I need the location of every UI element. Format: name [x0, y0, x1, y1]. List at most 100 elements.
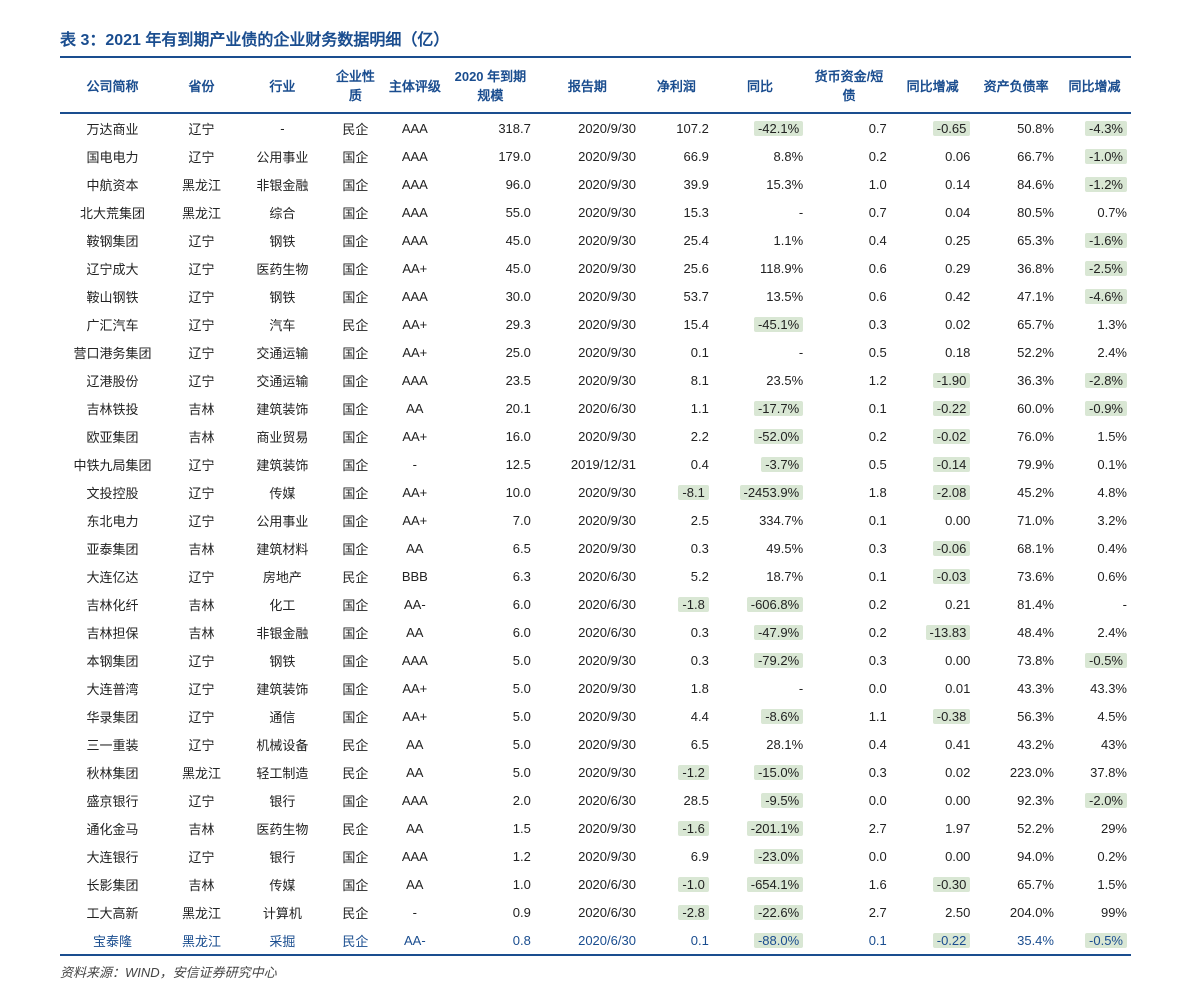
cell-yoy2: -0.06 — [891, 534, 975, 562]
table-row: 吉林化纤吉林化工国企AA-6.02020/6/30-1.8-606.8%0.20… — [60, 590, 1131, 618]
cell-nature: 国企 — [327, 366, 384, 394]
cell-prov: 辽宁 — [165, 562, 238, 590]
cell-scale: 1.0 — [446, 870, 535, 898]
cell-report: 2020/9/30 — [535, 674, 640, 702]
cell-ratio: 0.7 — [807, 113, 891, 142]
cell-company: 通化金马 — [60, 814, 165, 842]
cell-debt: 60.0% — [974, 394, 1058, 422]
cell-yoy2: 0.14 — [891, 170, 975, 198]
cell-yoy1: 334.7% — [713, 506, 807, 534]
cell-yoy1: -79.2% — [713, 646, 807, 674]
table-row: 大连亿达辽宁房地产民企BBB6.32020/6/305.218.7%0.1-0.… — [60, 562, 1131, 590]
cell-prov: 辽宁 — [165, 506, 238, 534]
cell-prov: 辽宁 — [165, 730, 238, 758]
col-debt-ratio: 资产负债率 — [974, 57, 1058, 113]
cell-ratio: 0.6 — [807, 282, 891, 310]
cell-nature: 民企 — [327, 310, 384, 338]
cell-yoy3: -0.9% — [1058, 394, 1131, 422]
cell-scale: 1.2 — [446, 842, 535, 870]
cell-rating: AA+ — [384, 478, 446, 506]
cell-report: 2020/6/30 — [535, 870, 640, 898]
cell-ratio: 1.2 — [807, 366, 891, 394]
cell-yoy1: -45.1% — [713, 310, 807, 338]
cell-ind: 房地产 — [238, 562, 327, 590]
cell-debt: 92.3% — [974, 786, 1058, 814]
cell-nature: 国企 — [327, 702, 384, 730]
cell-report: 2020/6/30 — [535, 926, 640, 955]
cell-yoy2: 0.41 — [891, 730, 975, 758]
cell-yoy1: - — [713, 674, 807, 702]
cell-company: 鞍山钢铁 — [60, 282, 165, 310]
col-nature: 企业性质 — [327, 57, 384, 113]
cell-profit: 2.2 — [640, 422, 713, 450]
table-row: 欧亚集团吉林商业贸易国企AA+16.02020/9/302.2-52.0%0.2… — [60, 422, 1131, 450]
cell-yoy2: 0.42 — [891, 282, 975, 310]
cell-report: 2020/9/30 — [535, 254, 640, 282]
cell-yoy3: -2.0% — [1058, 786, 1131, 814]
table-title: 表 3：2021 年有到期产业债的企业财务数据明细（亿） — [20, 20, 1171, 56]
cell-yoy1: - — [713, 338, 807, 366]
cell-ind: 计算机 — [238, 898, 327, 926]
cell-ratio: 2.7 — [807, 898, 891, 926]
cell-prov: 黑龙江 — [165, 170, 238, 198]
cell-yoy1: 15.3% — [713, 170, 807, 198]
cell-nature: 国企 — [327, 842, 384, 870]
cell-yoy2: 0.00 — [891, 646, 975, 674]
table-row: 华录集团辽宁通信国企AA+5.02020/9/304.4-8.6%1.1-0.3… — [60, 702, 1131, 730]
cell-company: 大连银行 — [60, 842, 165, 870]
cell-rating: AA — [384, 618, 446, 646]
cell-scale: 23.5 — [446, 366, 535, 394]
cell-ratio: 0.1 — [807, 562, 891, 590]
cell-prov: 辽宁 — [165, 842, 238, 870]
cell-report: 2020/9/30 — [535, 646, 640, 674]
col-yoy-profit: 同比 — [713, 57, 807, 113]
table-row: 北大荒集团黑龙江综合国企AAA55.02020/9/3015.3-0.70.04… — [60, 198, 1131, 226]
cell-yoy1: 23.5% — [713, 366, 807, 394]
col-net-profit: 净利润 — [640, 57, 713, 113]
cell-scale: 0.9 — [446, 898, 535, 926]
cell-company: 吉林化纤 — [60, 590, 165, 618]
cell-yoy1: -23.0% — [713, 842, 807, 870]
cell-debt: 80.5% — [974, 198, 1058, 226]
cell-company: 吉林铁投 — [60, 394, 165, 422]
cell-debt: 36.3% — [974, 366, 1058, 394]
cell-ratio: 0.1 — [807, 394, 891, 422]
cell-prov: 辽宁 — [165, 702, 238, 730]
cell-scale: 45.0 — [446, 226, 535, 254]
cell-ratio: 0.2 — [807, 422, 891, 450]
cell-ratio: 0.2 — [807, 142, 891, 170]
cell-yoy1: -17.7% — [713, 394, 807, 422]
cell-yoy3: -1.2% — [1058, 170, 1131, 198]
cell-yoy3: 4.5% — [1058, 702, 1131, 730]
cell-ind: 银行 — [238, 842, 327, 870]
cell-profit: 1.1 — [640, 394, 713, 422]
cell-ratio: 0.3 — [807, 758, 891, 786]
financial-data-table: 公司简称 省份 行业 企业性质 主体评级 2020 年到期规模 报告期 净利润 … — [60, 56, 1131, 956]
cell-profit: 0.4 — [640, 450, 713, 478]
cell-ratio: 0.3 — [807, 534, 891, 562]
cell-ratio: 1.6 — [807, 870, 891, 898]
cell-prov: 辽宁 — [165, 786, 238, 814]
col-yoy-ratio: 同比增减 — [891, 57, 975, 113]
cell-ratio: 0.1 — [807, 506, 891, 534]
cell-yoy1: -2453.9% — [713, 478, 807, 506]
cell-nature: 国企 — [327, 338, 384, 366]
cell-company: 辽港股份 — [60, 366, 165, 394]
cell-debt: 76.0% — [974, 422, 1058, 450]
cell-debt: 52.2% — [974, 338, 1058, 366]
cell-debt: 65.3% — [974, 226, 1058, 254]
cell-nature: 国企 — [327, 870, 384, 898]
cell-prov: 黑龙江 — [165, 926, 238, 955]
cell-debt: 50.8% — [974, 113, 1058, 142]
cell-company: 亚泰集团 — [60, 534, 165, 562]
cell-yoy2: -0.22 — [891, 394, 975, 422]
cell-profit: 28.5 — [640, 786, 713, 814]
cell-rating: AA+ — [384, 674, 446, 702]
cell-yoy2: 0.01 — [891, 674, 975, 702]
cell-nature: 国企 — [327, 142, 384, 170]
cell-company: 本钢集团 — [60, 646, 165, 674]
cell-company: 三一重装 — [60, 730, 165, 758]
cell-company: 辽宁成大 — [60, 254, 165, 282]
cell-profit: 0.3 — [640, 534, 713, 562]
cell-ratio: 0.6 — [807, 254, 891, 282]
